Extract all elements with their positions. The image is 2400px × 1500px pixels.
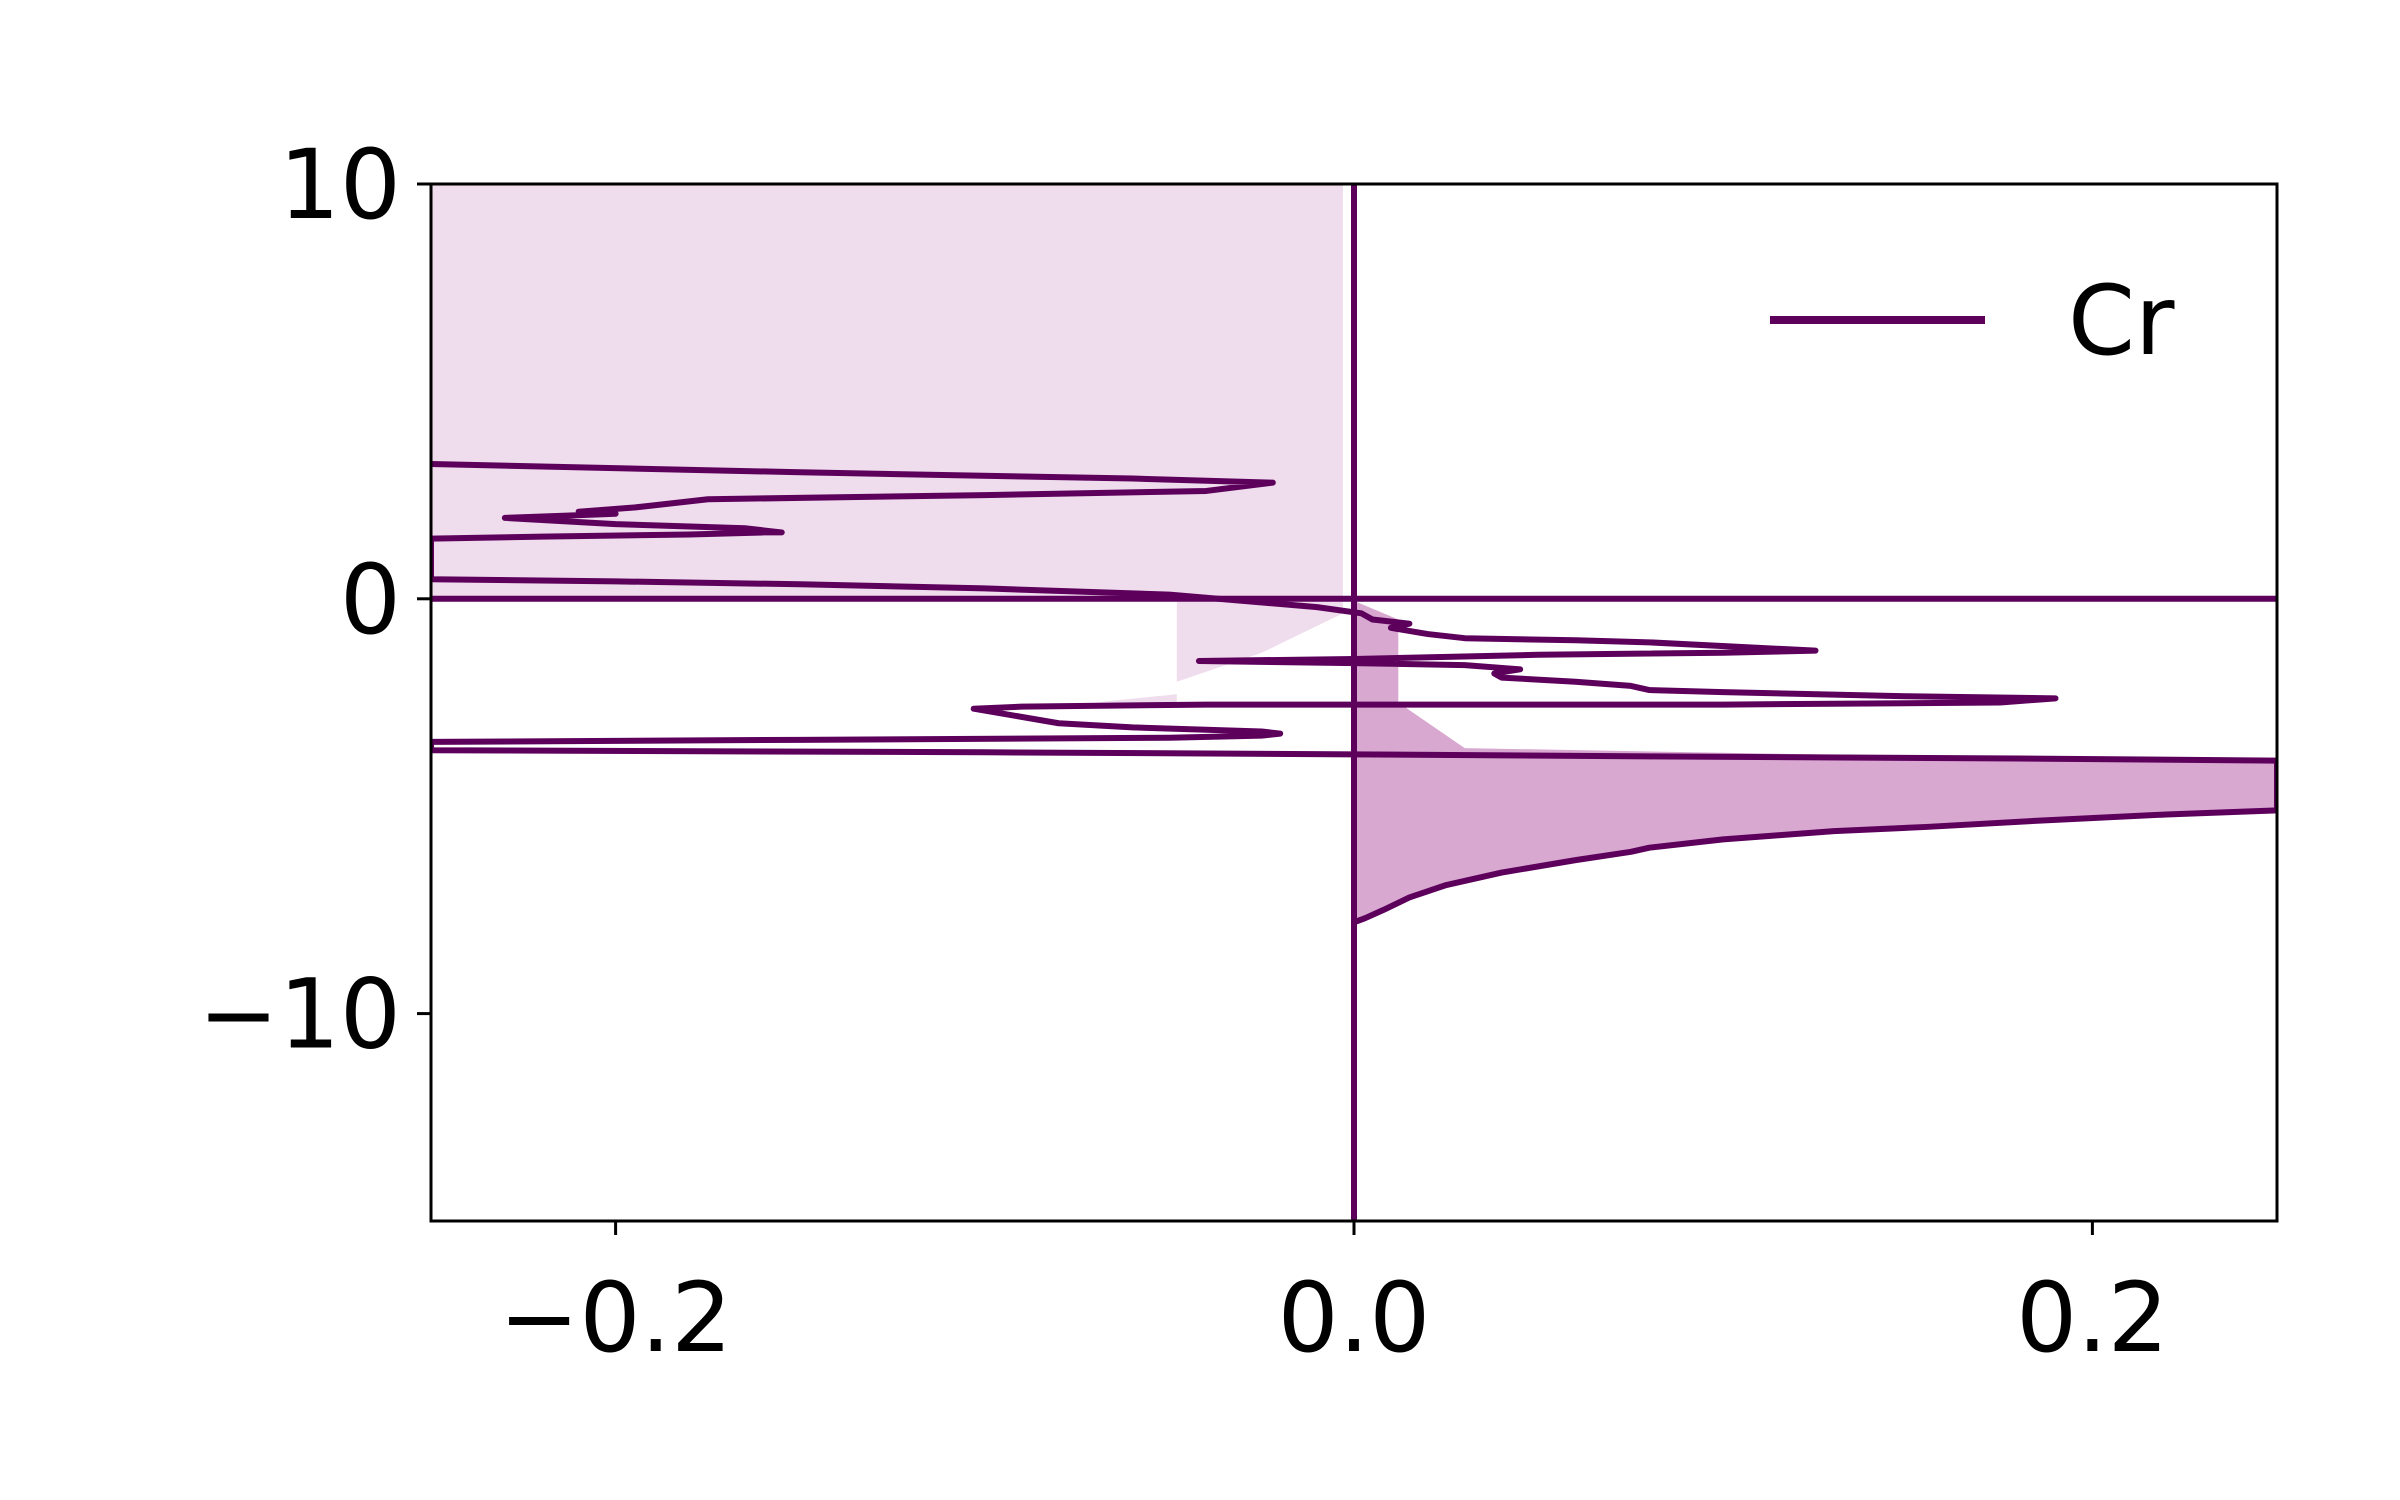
legend: Cr: [1770, 265, 2175, 377]
y-tick-label: 0: [340, 544, 401, 656]
series-line-cr: [431, 460, 2277, 1221]
legend-label-cr: Cr: [2068, 265, 2175, 377]
fill-region-2: [1095, 694, 1177, 703]
x-tick-label: 0.0: [1278, 1262, 1431, 1374]
y-axis-ticks: 10 0 −10: [198, 129, 431, 1071]
x-tick-label: −0.2: [499, 1262, 732, 1374]
y-tick-label: 10: [279, 129, 401, 241]
x-axis-ticks: −0.2 0.0 0.2: [499, 1221, 2169, 1374]
series-group: [431, 460, 2277, 1221]
fill-region-3: [1354, 600, 2277, 923]
x-tick-label: 0.2: [2016, 1262, 2169, 1374]
y-tick-label: −10: [198, 959, 401, 1071]
